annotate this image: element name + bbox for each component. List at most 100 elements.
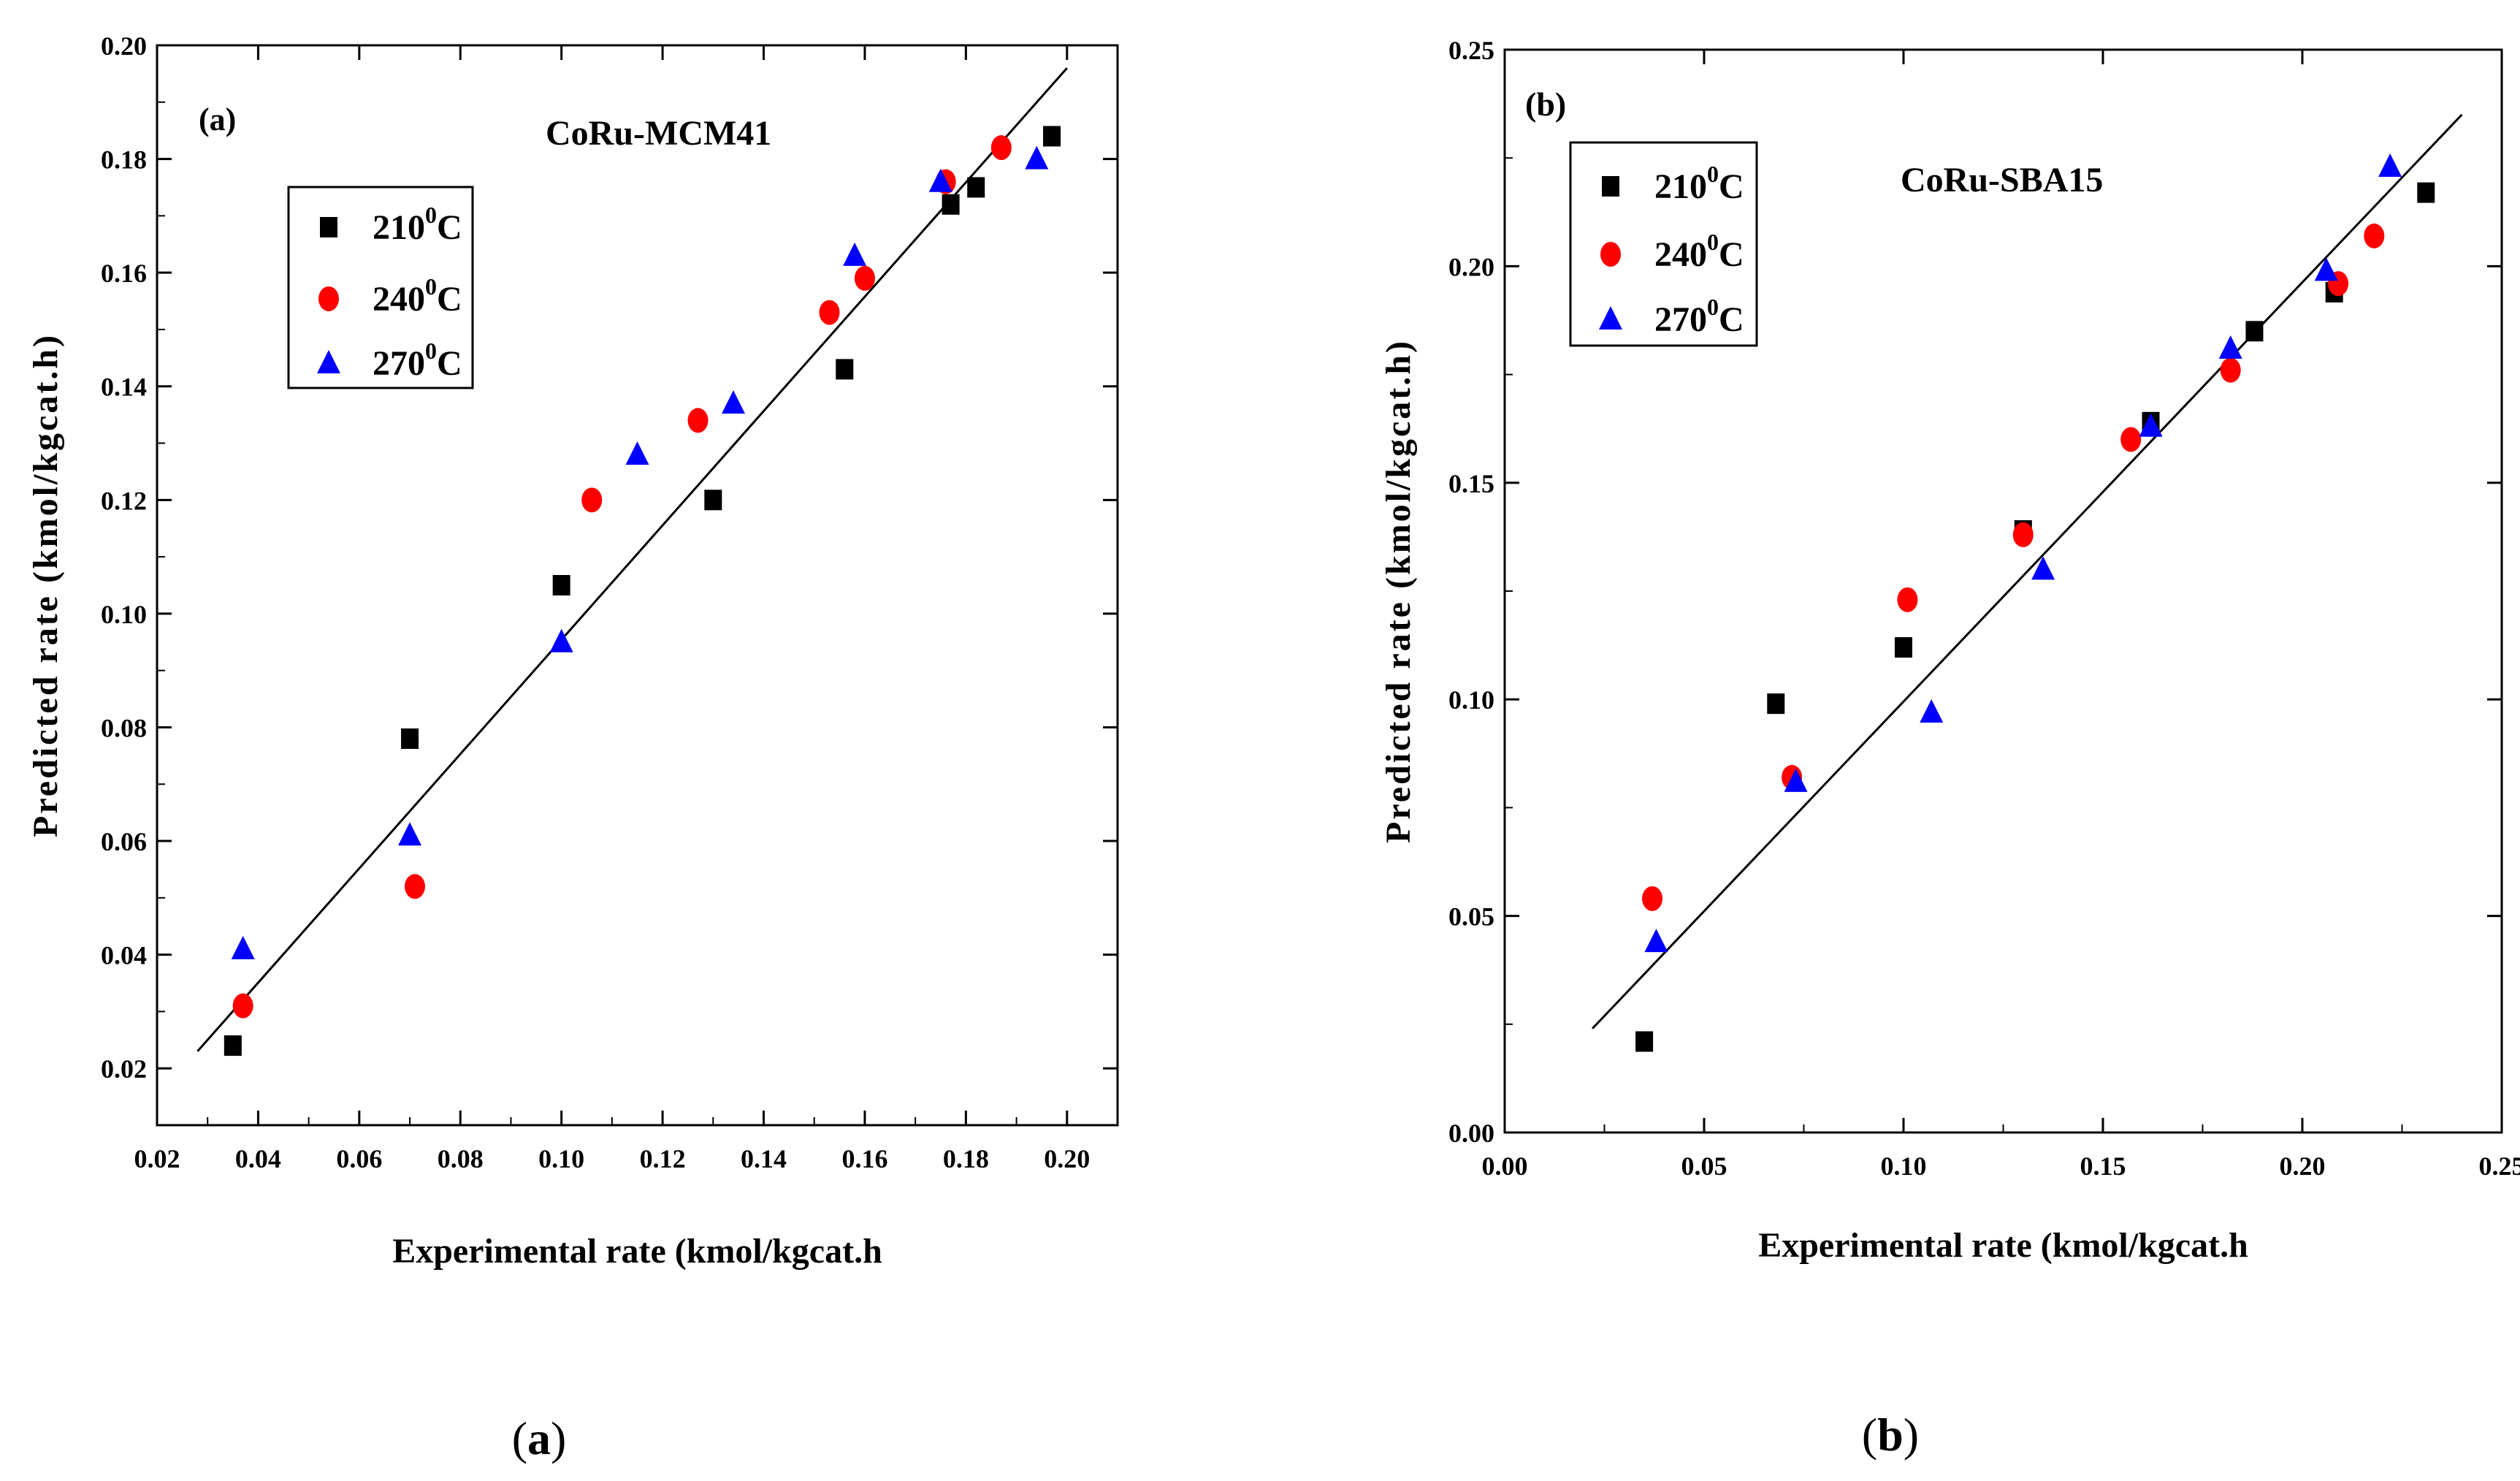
data-point-210 xyxy=(2417,182,2435,203)
fit-line xyxy=(196,67,1068,1052)
panel-label: (a) xyxy=(199,102,236,137)
data-point-210 xyxy=(1635,1031,1654,1052)
x-tick-label: 0.18 xyxy=(943,1144,989,1173)
x-axis-title: Experimental rate (kmol/kgcat.h xyxy=(1758,1226,2248,1265)
legend-marker-210 xyxy=(320,217,337,237)
data-point-270 xyxy=(722,390,745,414)
data-point-210 xyxy=(1767,693,1785,715)
data-point-240 xyxy=(990,135,1012,161)
legend-marker-210 xyxy=(1602,176,1619,197)
x-tick-label: 0.14 xyxy=(741,1144,787,1173)
y-tick-label: 0.20 xyxy=(1448,252,1494,281)
series-270 xyxy=(1644,153,2402,953)
data-point-240 xyxy=(404,874,425,899)
data-point-270 xyxy=(1784,768,1808,792)
data-point-240 xyxy=(1897,587,1918,612)
fit-line xyxy=(1592,113,2463,1029)
y-tick-label: 0.15 xyxy=(1448,469,1494,498)
caption-close: ) xyxy=(551,1412,566,1464)
data-point-270 xyxy=(549,628,573,652)
legend-temp: 270 xyxy=(373,344,425,383)
legend-superscript: 0 xyxy=(425,273,437,300)
x-tick-label: 0.10 xyxy=(1881,1151,1927,1181)
data-point-270 xyxy=(2314,257,2338,281)
legend-box xyxy=(287,186,474,389)
legend-temp: 210 xyxy=(373,208,425,247)
plot-frame xyxy=(156,44,1119,1127)
data-point-270 xyxy=(398,822,422,846)
legend-superscript: 0 xyxy=(1707,294,1719,320)
caption-open: ( xyxy=(1862,1409,1877,1461)
y-tick-label: 0.18 xyxy=(101,145,147,175)
y-tick-label: 0.25 xyxy=(1448,36,1494,65)
series-210 xyxy=(224,126,1061,1057)
series-210 xyxy=(1635,182,2435,1052)
data-point-210 xyxy=(552,575,570,595)
chart-title: CoRu-MCM41 xyxy=(546,114,771,153)
x-tick-label: 0.10 xyxy=(538,1144,584,1173)
legend-marker-270 xyxy=(317,350,340,373)
caption-letter: a xyxy=(527,1412,551,1464)
data-point-270 xyxy=(843,242,867,266)
y-tick-label: 0.10 xyxy=(1448,685,1494,715)
legend-superscript: 0 xyxy=(1707,161,1719,187)
legend-marker-270 xyxy=(1599,306,1622,330)
data-point-210 xyxy=(2245,321,2264,342)
legend-superscript: 0 xyxy=(1707,229,1719,255)
data-point-210 xyxy=(967,177,985,198)
data-point-240 xyxy=(854,265,875,291)
legend-marker-240 xyxy=(318,286,339,311)
data-point-240 xyxy=(2220,357,2241,383)
data-point-270 xyxy=(2378,153,2402,178)
legend-unit: C xyxy=(437,208,462,247)
legend-unit: C xyxy=(437,280,462,319)
data-point-210 xyxy=(836,359,854,380)
legend-unit: C xyxy=(1719,300,1744,339)
legend-unit: C xyxy=(1719,167,1744,206)
data-point-240 xyxy=(687,408,709,433)
chart-panel-b: 0.00 0.05 0.10 0.15 0.20 0.25 0.00 0.05 0.10 0.15… xyxy=(1379,36,2520,1461)
y-tick-label: 0.14 xyxy=(101,373,147,402)
y-tick-label: 0.16 xyxy=(101,259,147,288)
data-point-210 xyxy=(1895,637,1912,658)
legend-label-240: 2400C xyxy=(1654,229,1744,274)
subfigure-caption: (b) xyxy=(1862,1409,1919,1461)
x-tick-label: 0.02 xyxy=(134,1144,180,1173)
chart-panel-a: 0.02 0.04 0.06 0.08 0.10 0.12 0.14 0.16 0.18 0.20… xyxy=(26,31,1119,1464)
data-point-240 xyxy=(2364,223,2385,248)
data-point-240 xyxy=(581,487,603,513)
data-point-270 xyxy=(625,441,649,465)
y-tick-label: 0.10 xyxy=(101,600,147,629)
legend-label-210: 2100C xyxy=(1654,161,1744,206)
data-point-270 xyxy=(231,935,255,959)
y-axis-title: Predicted rate (kmol/kgcat.h) xyxy=(1379,339,1418,843)
data-point-210 xyxy=(704,490,722,511)
legend-unit: C xyxy=(437,344,462,383)
y-tick-label: 0.02 xyxy=(101,1054,147,1084)
data-point-240 xyxy=(2120,427,2142,452)
data-point-210 xyxy=(224,1035,242,1057)
x-tick-label: 0.15 xyxy=(2080,1151,2126,1181)
y-tick-label: 0.06 xyxy=(101,827,147,856)
legend-label-210: 2100C xyxy=(373,202,462,247)
data-point-240 xyxy=(2012,522,2034,547)
y-axis-title: Predicted rate (kmol/kgcat.h) xyxy=(26,333,65,837)
data-point-240 xyxy=(232,993,253,1019)
legend-superscript: 0 xyxy=(425,202,437,228)
legend-marker-240 xyxy=(1600,242,1621,267)
y-tick-label: 0.20 xyxy=(101,31,147,61)
data-point-210 xyxy=(401,728,419,750)
caption-letter: b xyxy=(1877,1409,1904,1461)
data-point-270 xyxy=(2218,335,2242,359)
data-point-240 xyxy=(1642,886,1663,911)
x-tick-label: 0.08 xyxy=(438,1144,484,1173)
data-point-240 xyxy=(819,300,840,325)
caption-close: ) xyxy=(1904,1409,1919,1461)
legend-superscript: 0 xyxy=(425,338,437,364)
series-270 xyxy=(231,145,1049,959)
data-point-270 xyxy=(1920,698,1944,723)
legend-box xyxy=(1569,141,1758,347)
